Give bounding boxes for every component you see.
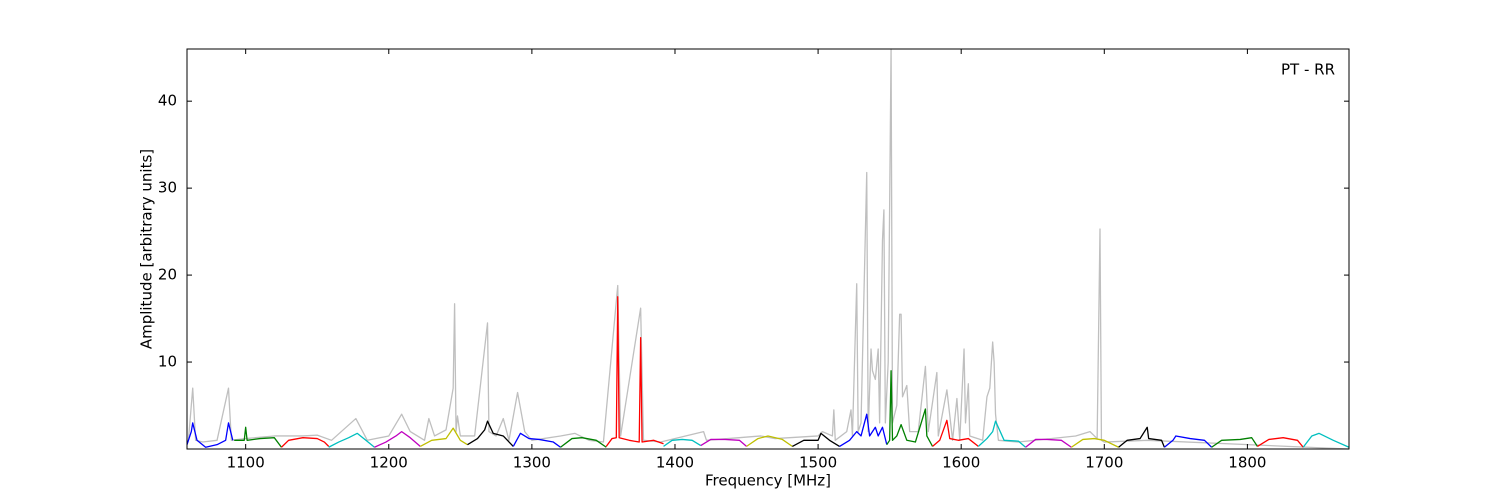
plot-frame <box>186 48 1350 450</box>
x-tick-label: 1800 <box>1228 454 1266 472</box>
series-line <box>467 420 514 447</box>
series-line <box>932 419 979 447</box>
series-line <box>700 438 747 447</box>
series-line <box>186 422 234 448</box>
x-tick-label: 1700 <box>1085 454 1123 472</box>
series-line <box>746 435 793 447</box>
x-tick-label: 1500 <box>799 454 837 472</box>
series-line <box>605 296 664 447</box>
series-line <box>234 426 282 448</box>
x-tick-label: 1400 <box>656 454 694 472</box>
series-line <box>886 370 934 447</box>
series-line <box>977 420 1027 448</box>
series-line <box>792 432 840 447</box>
series-line <box>1071 437 1119 448</box>
y-tick-label: 10 <box>158 353 177 371</box>
y-axis-label: Amplitude [arbitrary units] <box>138 149 156 349</box>
series-line <box>512 432 561 448</box>
plot-area <box>187 49 1349 449</box>
series-line <box>374 430 421 448</box>
x-tick-label: 1300 <box>513 454 551 472</box>
series-line <box>560 437 607 448</box>
series-line <box>1257 437 1304 448</box>
plot-lines <box>186 48 1350 450</box>
series-line <box>1163 435 1213 448</box>
series-line <box>1211 437 1258 448</box>
series-line <box>1302 432 1350 448</box>
series-line <box>1025 438 1072 448</box>
series-line <box>280 437 330 448</box>
series-line <box>663 438 702 447</box>
series-line <box>328 432 375 448</box>
y-tick-label: 20 <box>158 266 177 284</box>
series-line <box>1118 426 1166 448</box>
y-tick-label: 40 <box>158 92 177 110</box>
series-line <box>839 413 888 447</box>
x-tick-label: 1100 <box>227 454 265 472</box>
x-axis-label: Frequency [MHz] <box>705 472 831 490</box>
series-line <box>419 427 468 447</box>
x-tick-label: 1600 <box>942 454 980 472</box>
y-tick-label: 30 <box>158 179 177 197</box>
x-tick-label: 1200 <box>370 454 408 472</box>
series-line <box>187 48 1350 450</box>
annotation: PT - RR <box>1281 61 1335 79</box>
